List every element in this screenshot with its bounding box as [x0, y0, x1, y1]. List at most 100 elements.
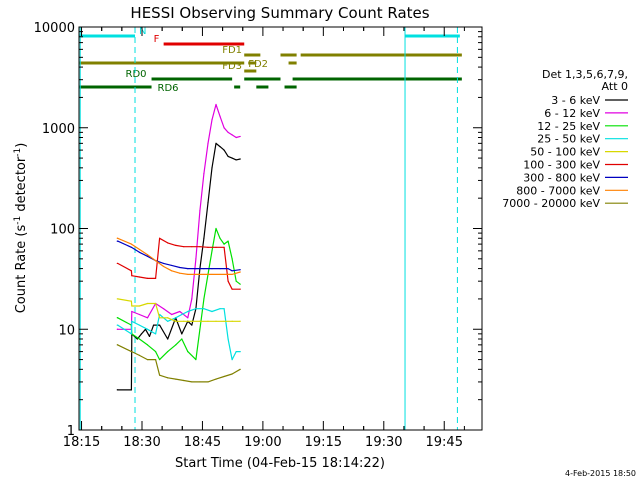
point-7000-20000-kev [199, 381, 201, 383]
point-100-300-kev [131, 275, 133, 277]
point-50-100-kev [175, 320, 177, 322]
point-6-12-kev [117, 328, 119, 330]
point-7000-20000-kev [239, 368, 241, 370]
point-7000-20000-kev [146, 358, 149, 361]
legend-label-800-7000-kev: 800 - 7000 keV [516, 184, 600, 197]
point-100-300-kev [130, 270, 132, 272]
point-50-100-kev [207, 320, 209, 322]
x-tick-label-18-30: 18:30 [123, 435, 160, 450]
point-3-6-kev [239, 158, 241, 160]
point-12-25-kev [211, 250, 213, 252]
point-300-800-kev [146, 255, 149, 257]
point-25-50-kev [146, 328, 149, 330]
point-800-7000-kev [239, 271, 241, 273]
point-7000-20000-kev [231, 373, 233, 375]
point-12-25-kev [219, 237, 221, 239]
flag-label-fd3: FD3 [222, 61, 242, 72]
point-100-300-kev [227, 280, 229, 282]
y-tick-label-1: 1 [67, 424, 75, 439]
point-6-12-kev [191, 298, 193, 300]
flag-bars-layer: NF FD1 FD2 FD3 RD0 RD6 [79, 26, 462, 94]
x-tick-label-18-15: 18:15 [63, 435, 100, 450]
legend-label-12-25-kev: 12 - 25 keV [537, 120, 600, 133]
point-800-7000-kev [163, 265, 165, 268]
point-3-6-kev [191, 324, 193, 326]
point-7000-20000-kev [138, 354, 141, 357]
y-tick-label-10: 10 [58, 323, 75, 338]
point-25-50-kev [231, 358, 233, 361]
point-50-100-kev [183, 320, 185, 322]
legend-header-1: Att 0 [602, 80, 628, 93]
x-tick-label-19-45: 19:45 [426, 435, 463, 450]
point-800-7000-kev [231, 273, 233, 276]
point-6-12-kev [138, 313, 141, 316]
axes-layer: 18:15 18:30 18:45 19:00 19:15 19:30 19:45 1 10 10… [34, 21, 482, 450]
point-100-300-kev [183, 246, 185, 248]
point-6-12-kev [239, 135, 241, 138]
point-6-12-kev [231, 134, 233, 136]
y-axis-label-sup1: -1 [13, 216, 23, 225]
point-12-25-kev [154, 351, 157, 353]
series-layer [116, 103, 241, 391]
flag-label-rd0: RD0 [126, 69, 147, 80]
point-300-800-kev [130, 246, 132, 248]
point-6-12-kev [195, 258, 197, 260]
point-50-100-kev [231, 320, 233, 322]
point-7000-20000-kev [131, 351, 133, 353]
point-12-25-kev [195, 358, 197, 361]
x-tick-label-19-00: 19:00 [244, 435, 281, 450]
point-12-25-kev [175, 344, 177, 346]
point-25-50-kev [239, 351, 241, 353]
point-50-100-kev [191, 320, 193, 322]
point-25-50-kev [227, 338, 229, 340]
point-7000-20000-kev [154, 358, 157, 361]
point-12-25-kev [138, 338, 141, 340]
point-300-800-kev [195, 267, 197, 270]
point-3-6-kev [215, 142, 217, 144]
point-12-25-kev [231, 258, 233, 260]
point-300-800-kev [117, 240, 119, 242]
point-50-100-kev [117, 298, 119, 300]
point-3-6-kev [203, 237, 205, 239]
point-12-25-kev [223, 243, 225, 245]
y-tick-label-1000: 1000 [42, 122, 75, 137]
point-12-25-kev [146, 344, 149, 346]
point-800-7000-kev [227, 273, 229, 276]
series-50-100-kev [117, 298, 241, 322]
point-800-7000-kev [117, 237, 119, 239]
point-3-6-kev [227, 155, 229, 157]
point-6-12-kev [227, 131, 229, 133]
point-7000-20000-kev [167, 377, 169, 379]
point-6-12-kev [171, 313, 173, 316]
y-axis-label-end: ) [14, 143, 29, 148]
point-7000-20000-kev [183, 379, 185, 382]
point-100-300-kev [223, 246, 225, 248]
point-12-25-kev [235, 280, 237, 282]
point-7000-20000-kev [159, 374, 161, 376]
point-3-6-kev [167, 338, 169, 340]
point-6-12-kev [187, 317, 189, 319]
point-12-25-kev [187, 351, 189, 353]
point-800-7000-kev [138, 248, 141, 251]
point-3-6-kev [219, 145, 221, 148]
point-25-50-kev [181, 313, 183, 316]
point-6-12-kev [219, 115, 221, 117]
point-100-300-kev [159, 237, 161, 239]
x-tick-label-18-45: 18:45 [184, 435, 221, 450]
y-axis-label-sup2: -1 [13, 148, 23, 157]
point-25-50-kev [117, 324, 119, 326]
point-6-12-kev [179, 310, 181, 313]
legend-label-3-6-kev: 3 - 6 keV [551, 94, 600, 107]
y-tick-label-10000: 10000 [34, 21, 75, 36]
legend-label-6-12-kev: 6 - 12 keV [544, 107, 600, 120]
point-50-100-kev [239, 320, 241, 322]
x-tick-label-19-15: 19:15 [305, 435, 342, 450]
point-100-300-kev [191, 246, 193, 248]
point-7000-20000-kev [215, 378, 217, 380]
point-25-50-kev [167, 320, 169, 322]
point-100-300-kev [117, 262, 119, 265]
point-3-6-kev [223, 149, 225, 151]
point-3-6-kev [152, 324, 155, 326]
point-50-100-kev [215, 320, 217, 322]
flag-label-fd2: FD2 [248, 59, 268, 70]
